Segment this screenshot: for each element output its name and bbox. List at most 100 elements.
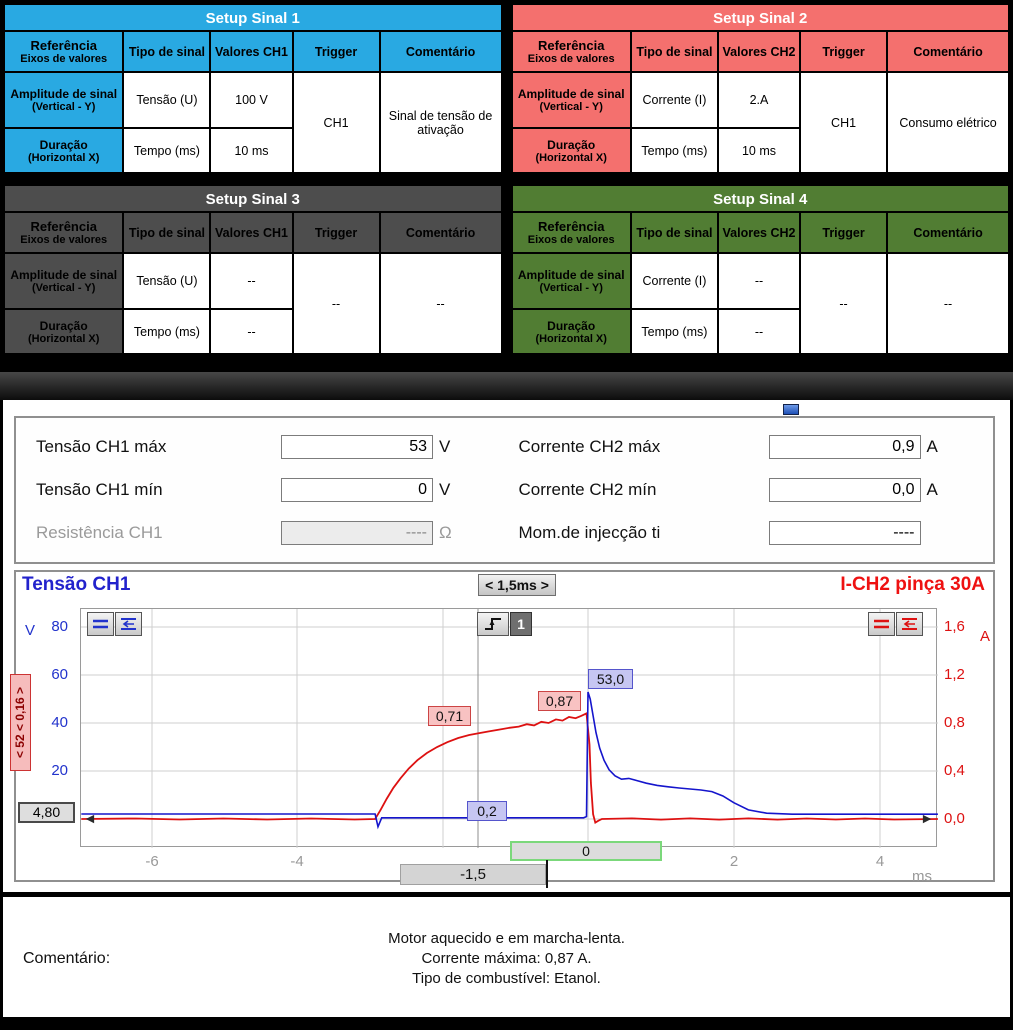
meas-input-ch1-max[interactable] xyxy=(281,435,433,460)
meas-label: Mom.de injecção ti xyxy=(518,522,661,542)
y-tick-left: 40 xyxy=(51,714,68,731)
row-header-amplitude: Amplitude de sinal (Vertical - Y) xyxy=(2,71,125,129)
ch1-title: Tensão CH1 xyxy=(22,574,131,595)
y-axis-left-unit: V xyxy=(25,622,36,639)
ch2-peak-label: 0,87 xyxy=(538,691,581,711)
ch1-shift-button[interactable] xyxy=(115,612,142,636)
cell-amp-valor: 2.A xyxy=(716,71,802,129)
mini-window-icon[interactable] xyxy=(783,404,799,415)
comment-line: Corrente máxima: 0,87 A. xyxy=(421,950,592,967)
time-offset-box[interactable]: -1,5 xyxy=(400,864,546,885)
zero-line-right-arrow-icon: ► xyxy=(920,810,934,826)
cell-dur-tipo: Tempo (ms) xyxy=(629,308,719,355)
comment-label: Comentário: xyxy=(23,950,111,967)
zero-line-left-arrow-icon: ◄ xyxy=(83,810,97,826)
col-header-valores: Valores CH2 xyxy=(716,211,802,254)
row-header-duracao: Duração (Horizontal X) xyxy=(2,308,125,355)
col-header-valores: Valores CH1 xyxy=(209,30,294,73)
shift-left-icon xyxy=(121,618,136,630)
cell-trigger: -- xyxy=(799,252,889,355)
trigger-controls: 1 xyxy=(477,612,532,636)
cell-trigger: CH1 xyxy=(291,71,381,174)
meas-input-ch1-min[interactable] xyxy=(281,477,433,502)
y-tick-right: 1,6 xyxy=(944,618,965,635)
x-tick: 2 xyxy=(729,853,739,870)
timebase-button[interactable]: < 1,5ms > xyxy=(478,574,556,596)
meas-input-resistencia[interactable] xyxy=(281,520,433,545)
setup-table-2: Setup Sinal 2 Referência Eixos de valores… xyxy=(510,3,1010,174)
ch2-title: I-CH2 pinça 30A xyxy=(840,574,985,595)
row-header-amplitude: Amplitude de sinal (Vertical - Y) xyxy=(510,252,632,310)
ch1-peak-label: 53,0 xyxy=(588,669,633,689)
scope-display: Tensão CH1 < 1,5ms > I-CH2 pinça 30A ◄ ►… xyxy=(10,570,995,888)
meas-row-ch2-max: Corrente CH2 máx A xyxy=(505,426,994,469)
meas-input-injecao[interactable] xyxy=(768,520,921,545)
meas-row-ch2-min: Corrente CH2 mín A xyxy=(505,469,994,512)
y-tick-right: 0,8 xyxy=(944,714,965,731)
col-header-tipo: Tipo de sinal xyxy=(629,211,719,254)
cell-trigger: -- xyxy=(291,252,381,355)
meas-unit: V xyxy=(439,437,451,457)
meas-input-ch2-min[interactable] xyxy=(768,477,921,502)
meas-input-ch2-max[interactable] xyxy=(768,435,921,460)
row-header-amplitude: Amplitude de sinal (Vertical - Y) xyxy=(2,252,125,310)
cell-comentario: Consumo elétrico xyxy=(886,71,1010,174)
y-tick-left: 80 xyxy=(51,618,68,635)
ch2-shift-button[interactable] xyxy=(896,612,923,636)
cell-dur-tipo: Tempo (ms) xyxy=(122,308,212,355)
cell-trigger: CH1 xyxy=(799,71,889,174)
rising-edge-icon xyxy=(485,618,501,630)
x-axis-unit: ms xyxy=(912,868,932,885)
meas-unit: Ω xyxy=(439,522,452,542)
table-title: Setup Sinal 3 xyxy=(3,184,503,211)
meas-unit: A xyxy=(926,479,938,499)
x-tick: 4 xyxy=(875,853,885,870)
meas-unit: V xyxy=(439,479,451,499)
col-header-tipo: Tipo de sinal xyxy=(122,211,212,254)
separator-bar xyxy=(0,372,1013,400)
y-tick-right: 1,2 xyxy=(944,666,965,683)
y-tick-right: 0,4 xyxy=(944,762,965,779)
col-header-trigger: Trigger xyxy=(799,30,889,73)
setup-table-4: Setup Sinal 4 Referência Eixos de valores… xyxy=(510,184,1010,355)
scope-main-panel: Tensão CH1 máx V Tensão CH1 mín V Resist… xyxy=(3,400,1010,892)
col-header-valores: Valores CH1 xyxy=(209,211,294,254)
cell-comentario: -- xyxy=(378,252,503,355)
time-cursor-handle[interactable] xyxy=(546,860,548,888)
ch1-position-button[interactable] xyxy=(87,612,114,636)
col-header-referencia: Referência Eixos de valores xyxy=(2,30,125,73)
trigger-edge-button[interactable] xyxy=(477,612,509,636)
col-header-referencia: Referência Eixos de valores xyxy=(2,211,125,254)
meas-label: Resistência CH1 xyxy=(36,522,163,542)
ch2-position-button[interactable] xyxy=(868,612,895,636)
meas-label: Tensão CH1 máx xyxy=(36,437,167,457)
col-header-comentario: Comentário xyxy=(886,30,1010,73)
ch1-controls xyxy=(87,612,142,636)
shift-left-icon xyxy=(902,618,917,630)
time-zero-box[interactable]: 0 xyxy=(510,841,662,861)
col-header-comentario: Comentário xyxy=(886,211,1010,254)
ch2-range-label: < 52 < 0,16 > xyxy=(10,674,31,771)
col-header-tipo: Tipo de sinal xyxy=(629,30,719,73)
col-header-trigger: Trigger xyxy=(291,30,381,73)
waveform-plot[interactable]: ◄ ► xyxy=(80,608,938,848)
cell-amp-tipo: Corrente (I) xyxy=(629,71,719,129)
meas-label: Tensão CH1 mín xyxy=(36,479,163,499)
meas-row-ch1-min: Tensão CH1 mín V xyxy=(16,469,505,512)
x-tick: -4 xyxy=(290,853,304,870)
col-header-trigger: Trigger xyxy=(799,211,889,254)
ch2-cursor-label: 0,71 xyxy=(428,706,471,726)
trigger-channel-number[interactable]: 1 xyxy=(510,612,532,636)
cell-dur-valor: 10 ms xyxy=(716,127,802,174)
row-header-duracao: Duração (Horizontal X) xyxy=(510,127,632,174)
col-header-comentario: Comentário xyxy=(378,211,503,254)
meas-label: Corrente CH2 mín xyxy=(518,479,657,499)
y-tick-left: 20 xyxy=(51,762,68,779)
table-title: Setup Sinal 4 xyxy=(510,184,1010,211)
ch1-baseline-readout: 4,80 xyxy=(18,802,75,823)
col-header-comentario: Comentário xyxy=(378,30,503,73)
col-header-trigger: Trigger xyxy=(291,211,381,254)
comment-text: Motor aquecido e em marcha-lenta. Corren… xyxy=(3,929,1010,989)
col-header-referencia: Referência Eixos de valores xyxy=(510,30,632,73)
